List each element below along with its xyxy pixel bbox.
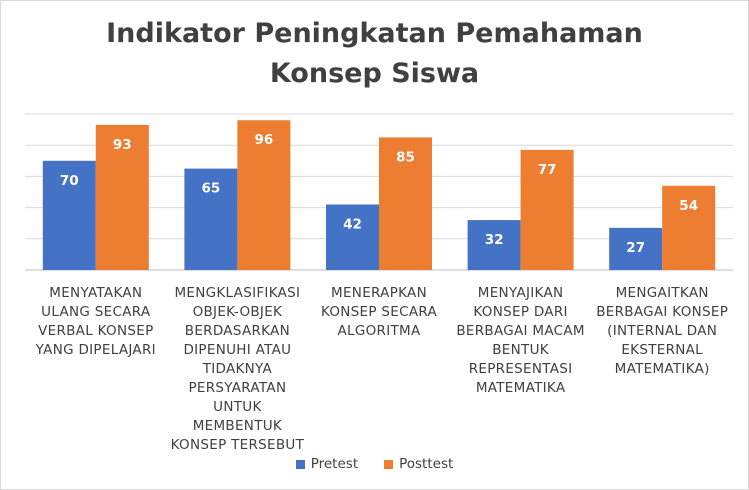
data-label-pretest-1: 65 (202, 181, 221, 197)
category-label-line: KONSEP DARI (473, 304, 568, 320)
category-label-line: MENYAJIKAN (477, 285, 564, 301)
category-label-line: (INTERNAL DAN (607, 323, 718, 339)
data-label-posttest-3: 77 (538, 162, 557, 178)
category-label-line: KONSEP TERSEBUT (170, 437, 305, 453)
category-label-line: VERBAL KONSEP (38, 323, 154, 339)
category-label-line: MATEMATIKA) (614, 361, 710, 377)
category-label-line: YANG DIPELAJARI (35, 342, 156, 358)
category-label-line: BENTUK (492, 342, 549, 358)
category-label-2: MENERAPKAN KONSEP SECARA ALGORITMA (308, 284, 450, 341)
data-label-pretest-0: 70 (60, 173, 79, 189)
chart-title-line-2: Konsep Siswa (269, 58, 480, 89)
category-label-line: MATEMATIKA (475, 380, 566, 396)
category-label-line: MENGKLASIFIKASI (174, 285, 301, 301)
bar-posttest-0 (95, 124, 149, 270)
data-label-pretest-4: 27 (626, 240, 645, 256)
legend-label-posttest: Posttest (399, 456, 454, 472)
category-label-0: MENYATAKAN ULANG SECARA VERBAL KONSEP YANG … (25, 284, 167, 360)
category-label-line: BERBAGAI MACAM (456, 323, 585, 339)
bar-pretest-4 (609, 227, 663, 270)
bar-posttest-3 (520, 149, 574, 270)
legend-swatch-posttest (384, 459, 394, 469)
category-label-line: DIPENUHI ATAU (183, 342, 292, 358)
category-label-line: UNTUK MEMBENTUK (192, 399, 283, 434)
category-label-line: OBJEK-OBJEK (192, 304, 283, 320)
category-label-line: ALGORITMA (337, 323, 421, 339)
category-label-line: MENGAITKAN (615, 285, 709, 301)
data-label-posttest-0: 93 (113, 137, 132, 153)
bar-pretest-3 (467, 220, 521, 270)
category-label-line: PERSYARATAN (188, 380, 287, 396)
category-label-line: REPRESENTASI (468, 361, 573, 377)
category-label-3: MENYAJIKAN KONSEP DARI BERBAGAI MACAM BENTU… (450, 284, 592, 398)
bar-posttest-4 (662, 185, 716, 270)
bar-pretest-2 (326, 204, 379, 270)
legend-item-posttest: Posttest (384, 456, 453, 472)
legend-item-pretest: Pretest (295, 456, 359, 472)
category-label-line: TIDAKNYA (202, 361, 273, 377)
chart-title-line-1: Indikator Peningkatan Pemahaman (106, 18, 643, 49)
data-label-posttest-4: 54 (679, 198, 698, 214)
legend-swatch-pretest (295, 459, 305, 469)
category-label-line: BERBAGAI KONSEP (596, 304, 729, 320)
category-label-line: BERDASARKAN (184, 323, 291, 339)
bar-posttest-1 (237, 120, 291, 271)
data-label-pretest-2: 42 (343, 216, 362, 232)
category-label-line: EKSTERNAL (621, 342, 704, 358)
category-label-line: MENERAPKAN (331, 285, 427, 301)
legend-label-pretest: Pretest (310, 456, 359, 472)
category-label-line: KONSEP SECARA (320, 304, 438, 320)
data-label-posttest-2: 85 (396, 149, 415, 165)
category-label-1: MENGKLASIFIKASI OBJEK-OBJEK BERDASARKAN DIP… (166, 284, 308, 455)
bar-pretest-0 (42, 160, 96, 270)
bar-pretest-1 (184, 168, 238, 270)
category-label-line: ULANG SECARA (41, 304, 151, 320)
data-label-pretest-3: 32 (485, 232, 504, 248)
category-label-4: MENGAITKAN BERBAGAI KONSEP (INTERNAL DAN EK… (591, 284, 733, 379)
category-label-line: MENYATAKAN (49, 285, 143, 301)
data-label-posttest-1: 96 (255, 132, 274, 148)
legend: Pretest Posttest (0, 456, 749, 472)
bar-posttest-2 (379, 137, 432, 270)
